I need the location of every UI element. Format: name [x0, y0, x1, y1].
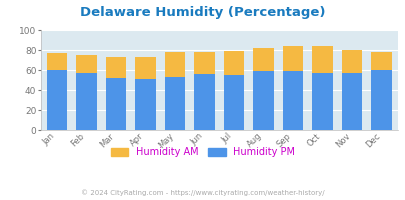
Bar	[253, 48, 273, 71]
Bar	[194, 74, 214, 130]
Bar	[341, 50, 362, 73]
Bar	[311, 73, 332, 130]
Bar	[135, 57, 156, 79]
Bar	[105, 78, 126, 130]
Text: © 2024 CityRating.com - https://www.cityrating.com/weather-history/: © 2024 CityRating.com - https://www.city…	[81, 189, 324, 196]
Bar	[311, 46, 332, 73]
Bar	[282, 46, 303, 71]
Bar	[371, 70, 391, 130]
Bar	[341, 73, 362, 130]
Text: Delaware Humidity (Percentage): Delaware Humidity (Percentage)	[80, 6, 325, 19]
Bar	[223, 51, 244, 75]
Bar	[76, 73, 96, 130]
Bar	[253, 71, 273, 130]
Bar	[371, 52, 391, 70]
Bar	[194, 52, 214, 74]
Bar	[47, 53, 67, 70]
Bar	[105, 57, 126, 78]
Bar	[76, 55, 96, 73]
Bar	[135, 79, 156, 130]
Bar	[282, 71, 303, 130]
Bar	[47, 70, 67, 130]
Bar	[164, 77, 185, 130]
Legend: Humidity AM, Humidity PM: Humidity AM, Humidity PM	[107, 143, 298, 161]
Bar	[164, 52, 185, 77]
Bar	[223, 75, 244, 130]
